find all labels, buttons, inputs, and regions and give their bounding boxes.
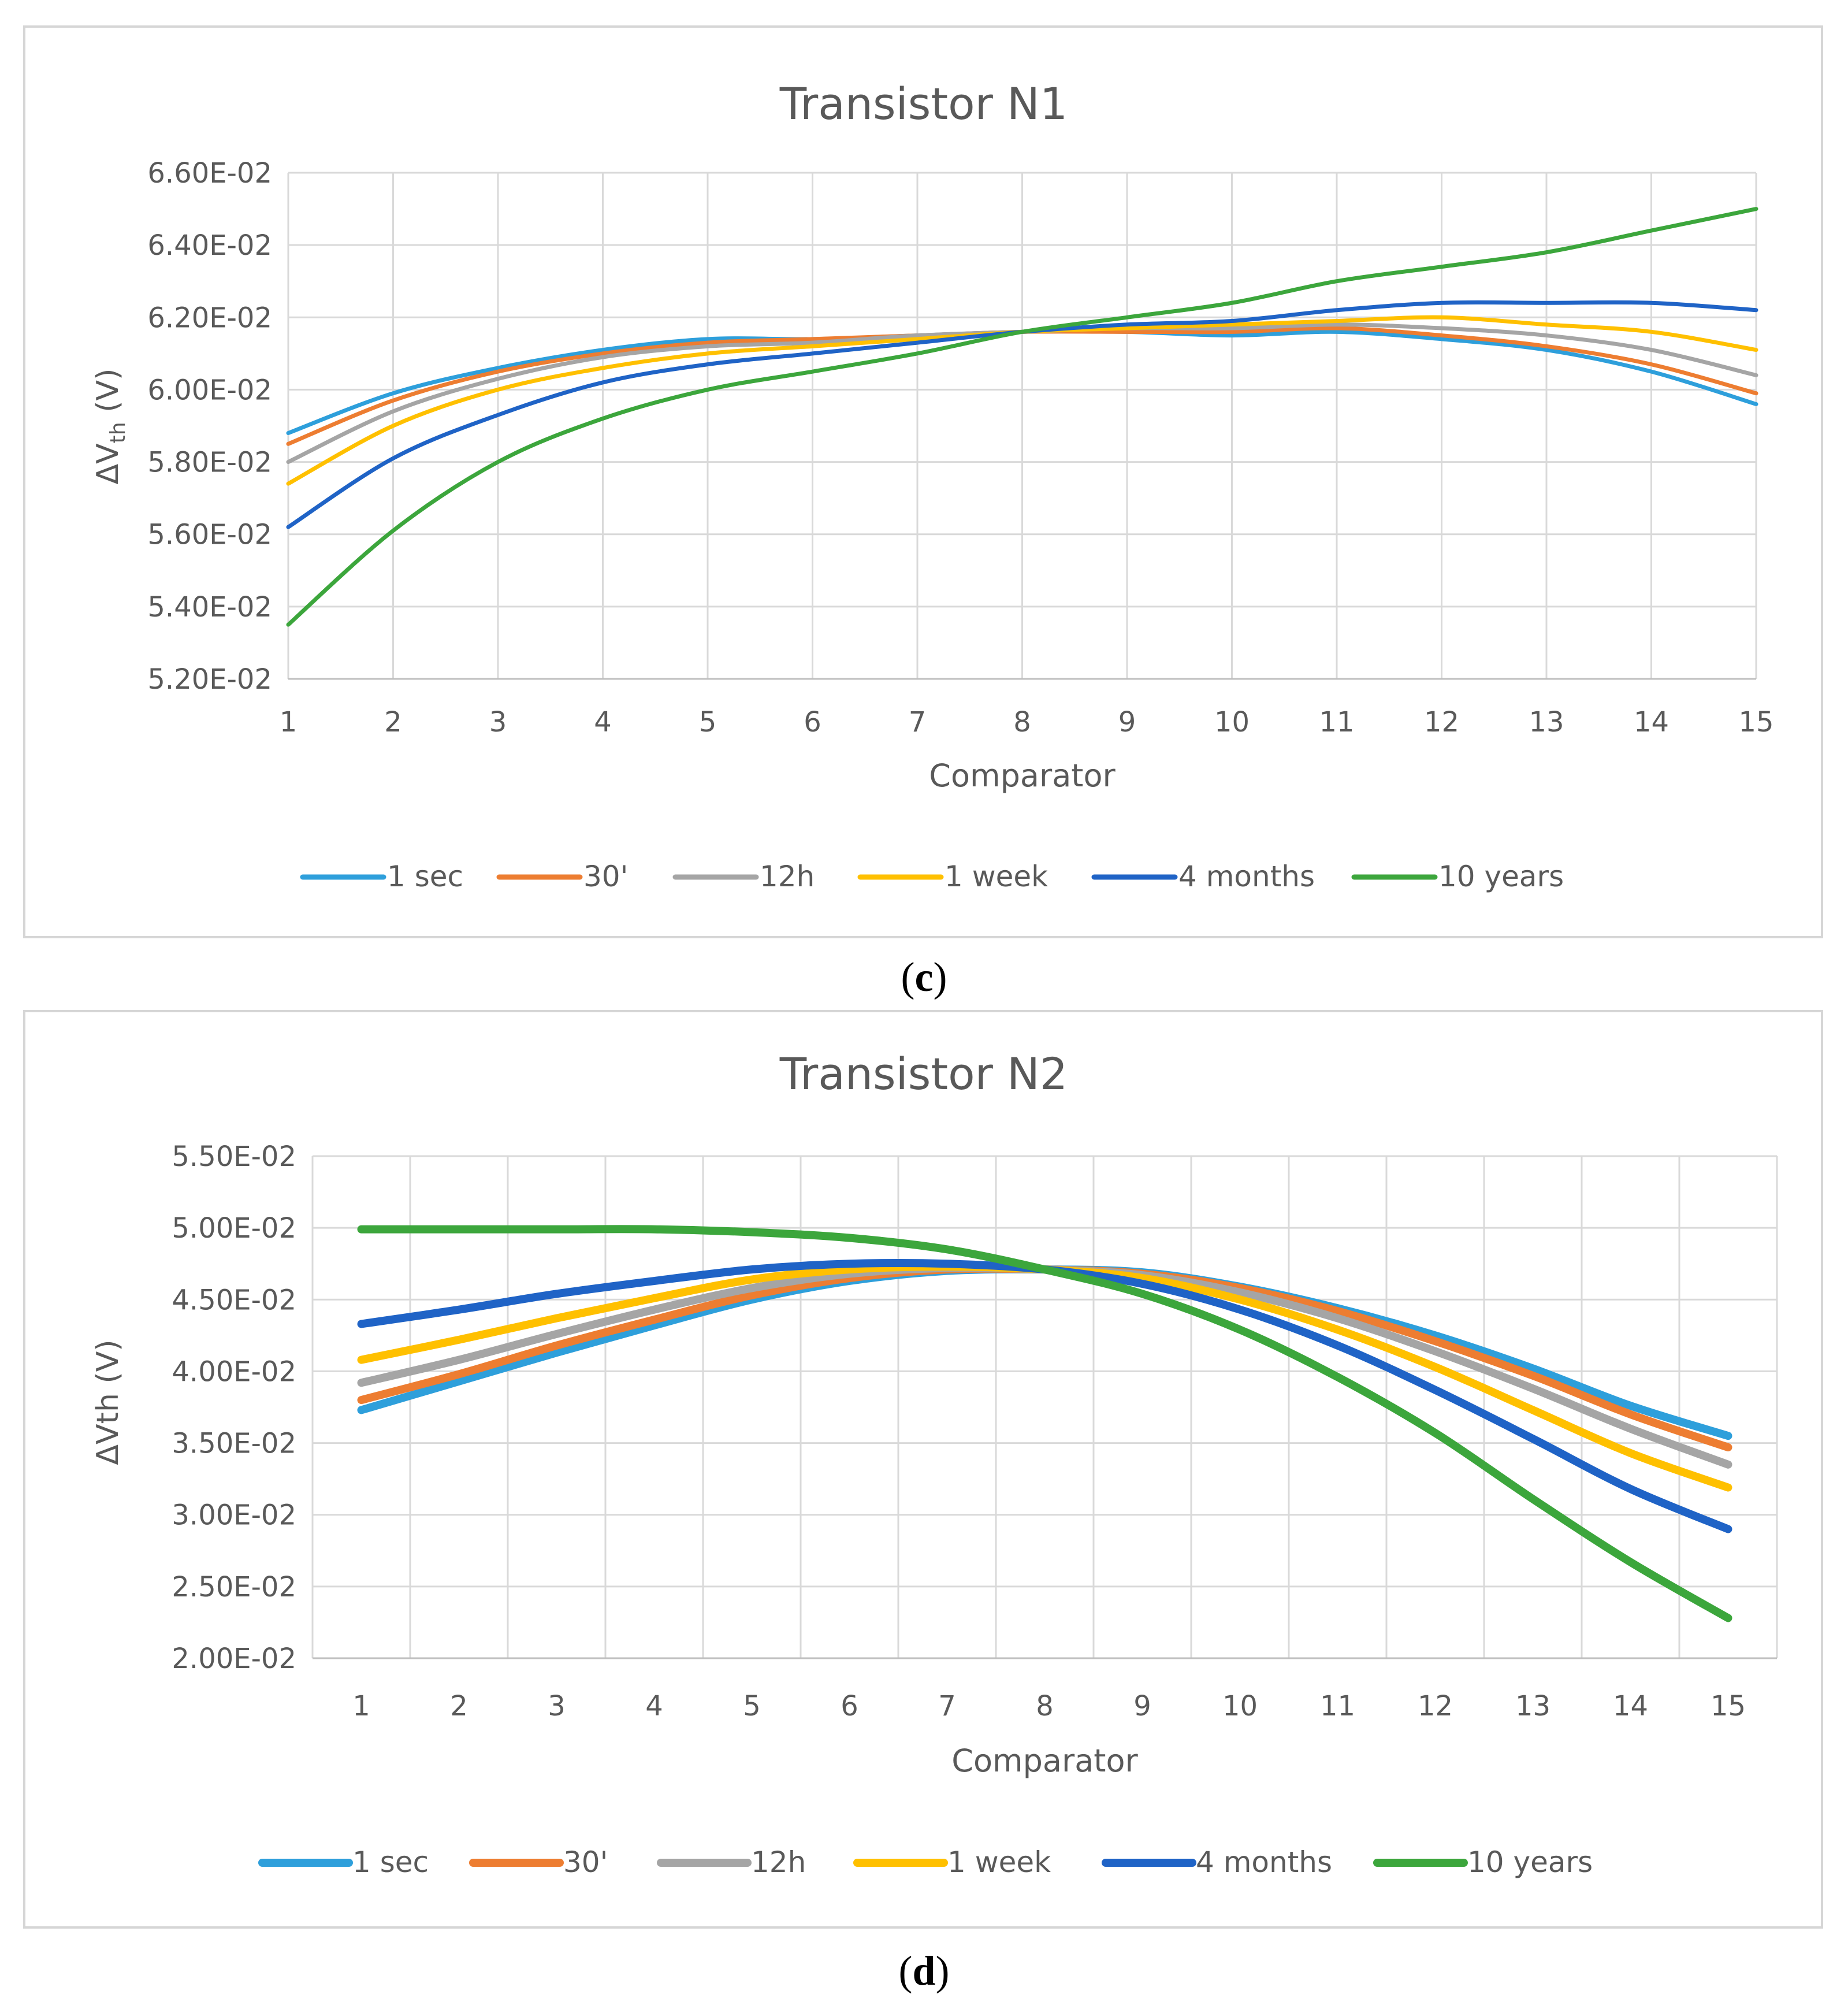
chart-d-ytick-label: 5.50E-02 [172,1141,296,1173]
chart-d-xtick-label: 3 [548,1690,566,1722]
chart-d-ytick-label: 2.00E-02 [172,1643,296,1675]
chart-c-ytick-label: 6.60E-02 [147,157,272,190]
chart-c-xlabel: Comparator [929,757,1116,794]
chart-d-ytick-label: 2.50E-02 [172,1571,296,1603]
chart-c-xtick-label: 11 [1319,706,1354,738]
chart-c-ylabel-main: ΔV [91,443,125,485]
chart-c-legend-label-1: 30' [583,860,628,893]
caption-d: (d) [898,1948,950,1994]
chart-c-ytick-label: 6.40E-02 [147,229,272,262]
chart-c-ylabel-sub: th [106,422,130,443]
chart-c-svg: 5.20E-02 5.40E-02 5.60E-02 5.80E-02 6.00E-02… [91,78,1774,893]
chart-c-xtick-label: 4 [594,706,612,738]
chart-c-xtick-label: 3 [489,706,507,738]
chart-d-svg: 2.00E-02 2.50E-02 3.00E-02 3.50E-02 4.00E-02… [91,1048,1778,1879]
chart-d-ylabel: ΔVth (V) [91,1339,125,1465]
caption-d-letter: d [912,1948,936,1994]
chart-d-xtick-label: 4 [645,1690,663,1722]
chart-c-ytick-label: 5.40E-02 [147,591,272,623]
chart-c-ytick-label: 5.80E-02 [147,447,272,479]
chart-d-xtick-label: 5 [743,1690,761,1722]
chart-panel-c: 5.20E-02 5.40E-02 5.60E-02 5.80E-02 6.00E-02… [23,25,1823,938]
chart-d-legend-label-0: 1 sec [352,1845,429,1879]
chart-d-ytick-label: 3.00E-02 [172,1499,296,1532]
chart-c-xtick-label: 7 [909,706,927,738]
chart-d-title: Transistor N2 [779,1048,1068,1100]
chart-d-ylabel-unit: (V) [91,1339,125,1393]
chart-d-xtick-label: 13 [1515,1690,1550,1722]
chart-d-xtick-label: 1 [352,1690,370,1722]
chart-d-xtick-label: 11 [1320,1690,1355,1722]
chart-d-xtick-label: 7 [938,1690,956,1722]
chart-d-legend-label-4: 4 months [1196,1845,1332,1879]
chart-panel-d: 2.00E-02 2.50E-02 3.00E-02 3.50E-02 4.00E-02… [23,1010,1823,1929]
chart-d-legend-label-1: 30' [563,1845,608,1879]
chart-c-legend-label-0: 1 sec [387,860,463,893]
chart-c-legend-label-3: 1 week [945,860,1048,893]
chart-d-legend-label-5: 10 years [1467,1845,1593,1879]
chart-c-xtick-label: 8 [1013,706,1031,738]
chart-d-xtick-label: 15 [1711,1690,1746,1722]
chart-c-ytick-label: 6.20E-02 [147,302,272,334]
caption-c-letter: c [914,954,934,1000]
chart-d-series-line-5 [357,1225,1732,1622]
chart-c-xtick-label: 1 [280,706,298,738]
chart-d-xtick-label: 12 [1418,1690,1453,1722]
chart-c-ytick-label: 5.20E-02 [147,663,272,696]
chart-d-xtick-label: 6 [841,1690,858,1722]
chart-c-ytick-label: 5.60E-02 [147,519,272,551]
chart-d-ytick-label: 3.50E-02 [172,1428,296,1460]
chart-c-xtick-label: 15 [1738,706,1773,738]
chart-c-ylabel-unit: (V) [91,369,125,422]
chart-c-title: Transistor N1 [779,78,1068,129]
chart-d-ytick-label: 4.00E-02 [172,1355,296,1388]
chart-d-xtick-label: 8 [1036,1690,1054,1722]
chart-c-ytick-label: 6.00E-02 [147,374,272,406]
chart-d-xtick-label: 14 [1613,1690,1648,1722]
chart-c-xtick-label: 12 [1424,706,1459,738]
chart-c-xtick-label: 13 [1529,706,1564,738]
chart-c-ylabel: ΔVth (V) [91,369,130,485]
chart-d-xlabel: Comparator [951,1743,1138,1779]
chart-d-ylabel-main: ΔVth [91,1393,125,1465]
chart-c-legend-label-2: 12h [760,860,815,893]
chart-d-legend-label-3: 1 week [947,1845,1051,1879]
chart-d-ytick-label: 5.00E-02 [172,1212,296,1245]
chart-c-xtick-label: 6 [804,706,821,738]
chart-c-xtick-label: 14 [1634,706,1669,738]
chart-c-xtick-label: 9 [1118,706,1136,738]
caption-c: (c) [901,954,947,1000]
chart-d-ytick-label: 4.50E-02 [172,1284,296,1316]
chart-c-xtick-label: 10 [1214,706,1250,738]
chart-c-series-line-5 [286,207,1758,627]
chart-c-legend-label-5: 10 years [1438,860,1564,893]
chart-d-xtick-label: 10 [1222,1690,1258,1722]
chart-c-xtick-label: 5 [699,706,717,738]
chart-d-legend-label-2: 12h [751,1845,806,1879]
chart-d-xtick-label: 9 [1133,1690,1151,1722]
chart-c-legend-label-4: 4 months [1178,860,1315,893]
chart-c-xtick-label: 2 [384,706,402,738]
chart-d-xtick-label: 2 [450,1690,468,1722]
